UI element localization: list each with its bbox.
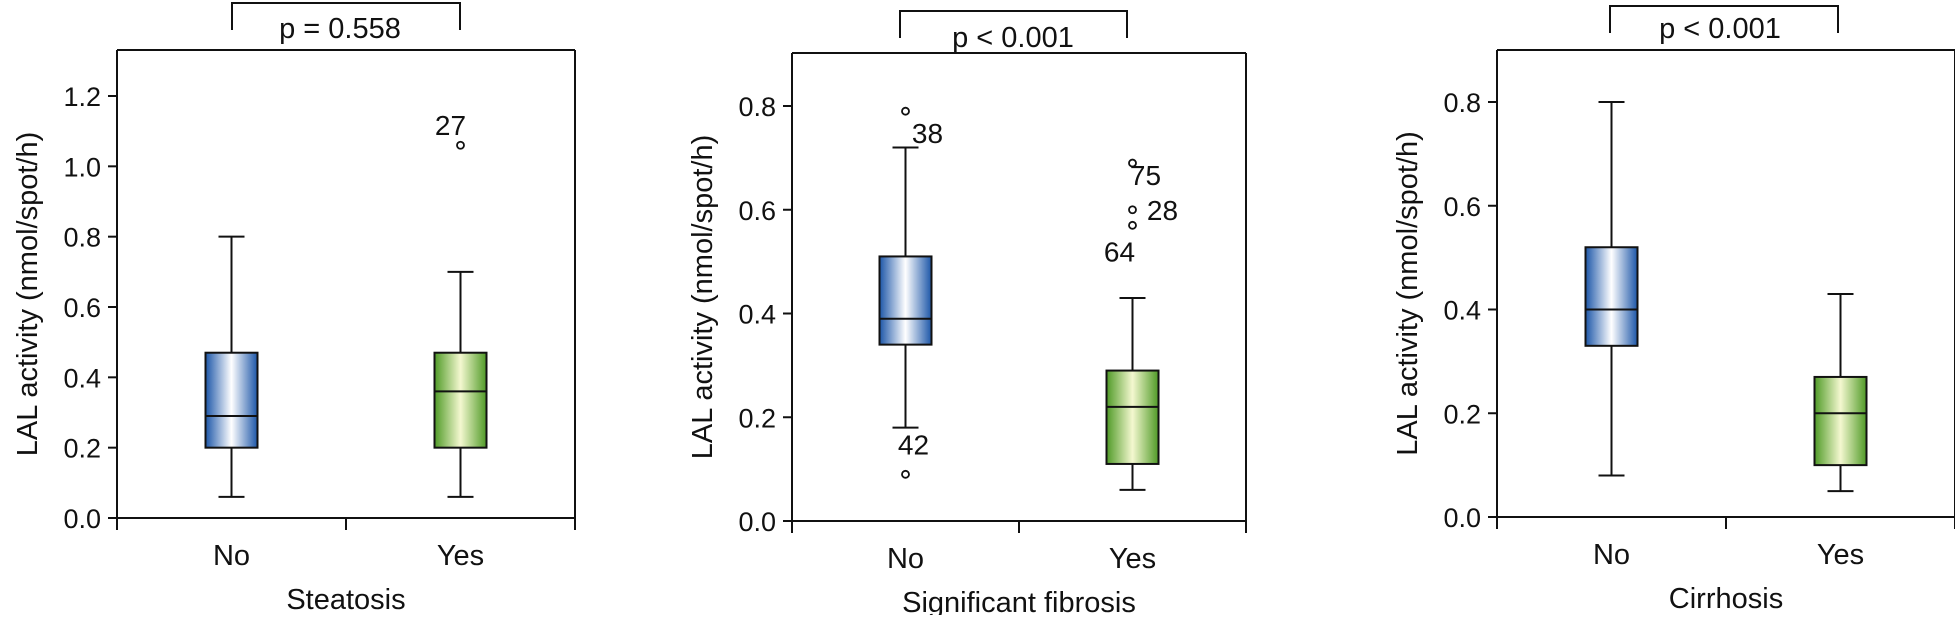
panel1-box-yes-outlier-label: 75 — [1130, 160, 1161, 191]
panel1-category-label: No — [887, 543, 924, 575]
panel0-p-value: p = 0.558 — [279, 13, 401, 45]
panel1-box-yes-outlier-label: 28 — [1147, 195, 1178, 226]
panel0-y-tick-label: 0.2 — [63, 434, 101, 464]
panel1-box-yes-outlier — [1128, 220, 1137, 230]
panel0-y-tick-label: 0.4 — [63, 363, 101, 393]
panel1-y-tick-label: 0.6 — [738, 196, 776, 226]
panel2-y-axis-label: LAL activity (nmol/spot/h) — [1392, 131, 1424, 456]
panel0-y-tick-label: 0.0 — [63, 504, 101, 534]
panel0-y-tick-label: 0.8 — [63, 223, 101, 253]
panel0-category-label: No — [213, 540, 250, 572]
panel2-p-value: p < 0.001 — [1659, 13, 1781, 45]
panel0-y-tick-label: 0.6 — [63, 293, 101, 323]
panel1-box-yes-outlier-label: 64 — [1104, 236, 1135, 267]
panel1-box-no-outlier-label: 42 — [898, 429, 929, 460]
panel1-p-bracket — [899, 10, 1128, 38]
panel0-box-yes-outlier-label: 27 — [435, 110, 466, 141]
panel0-box-yes-iqr — [433, 351, 488, 449]
panel1-box-yes-outlier — [1128, 205, 1137, 215]
panel1-box-no-outlier-label: 38 — [912, 118, 943, 149]
panel2-y-tick-label: 0.0 — [1443, 503, 1481, 533]
panel1-y-tick-label: 0.0 — [738, 507, 776, 537]
panel1-category-label: Yes — [1109, 543, 1156, 575]
panel1-box-no-outlier — [901, 469, 910, 479]
panel1-box-yes-outlier — [1128, 158, 1137, 168]
panel1-x-axis-label: Significant fibrosis — [902, 587, 1136, 615]
panel1-y-axis-label: LAL activity (nmol/spot/h) — [687, 135, 719, 460]
panel1-y-tick-label: 0.8 — [738, 92, 776, 122]
panel0-box-yes-outlier — [456, 140, 465, 150]
panel2-box-no-iqr — [1584, 246, 1639, 347]
panel2-y-tick-label: 0.8 — [1443, 88, 1481, 118]
panel0-category-label: Yes — [437, 540, 484, 572]
panel2-category-label: Yes — [1817, 539, 1864, 571]
panel1-p-value: p < 0.001 — [952, 22, 1074, 54]
panel2-y-tick-label: 0.4 — [1443, 296, 1481, 326]
panel2-box-yes-iqr — [1813, 375, 1868, 467]
panel1-box-no-outlier — [901, 106, 910, 116]
panel2-p-bracket — [1609, 5, 1839, 33]
panel1-box-yes-iqr — [1105, 369, 1160, 465]
panel2-x-axis-label: Cirrhosis — [1669, 583, 1783, 615]
panel0-y-axis-label: LAL activity (nmol/spot/h) — [12, 132, 44, 457]
panel1-box-no-iqr — [878, 255, 933, 346]
panel1-y-tick-label: 0.2 — [738, 403, 776, 433]
panel0-y-tick-label: 1.2 — [63, 82, 101, 112]
panel2-category-label: No — [1593, 539, 1630, 571]
panel1-y-tick-label: 0.4 — [738, 300, 776, 330]
panel2-y-tick-label: 0.6 — [1443, 192, 1481, 222]
panel0-x-axis-label: Steatosis — [286, 584, 405, 615]
panel0-box-no-iqr — [204, 351, 259, 449]
panel2-y-tick-label: 0.2 — [1443, 399, 1481, 429]
panel0-p-bracket — [231, 2, 461, 30]
panel0-y-tick-label: 1.0 — [63, 152, 101, 182]
